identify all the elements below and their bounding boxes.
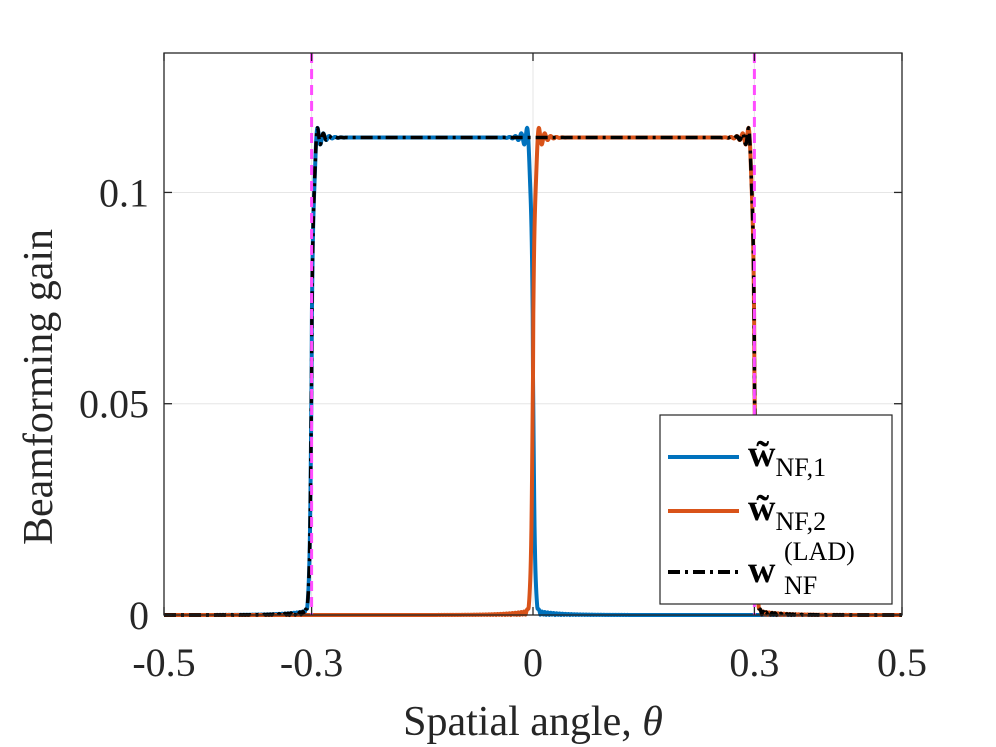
y-tick-label: 0 [129, 593, 149, 638]
x-tick-label: -0.3 [280, 640, 343, 685]
y-axis-title: Beamforming gain [16, 229, 62, 545]
legend-sup-lad: (LAD) [784, 537, 855, 566]
x-tick-label: 0 [523, 640, 543, 685]
x-tick-label: -0.5 [132, 640, 195, 685]
legend-label-w-nf-lad: w [748, 549, 776, 591]
x-tick-label: 0.5 [877, 640, 927, 685]
x-axis-symbol: θ [642, 699, 663, 745]
axis-ticks: -0.5 -0.3 0 0.3 0.5 0 0.05 0.1 [79, 53, 927, 685]
series-line-w-nf-lad [162, 126, 904, 617]
x-axis-title: Spatial angle, θ [403, 699, 663, 745]
y-tick-label: 0.1 [99, 170, 149, 215]
legend: w̃NF,1 w̃NF,2 w NF (LAD) [659, 414, 893, 605]
x-tick-label: 0.3 [729, 640, 779, 685]
legend-sub-nf-lad: NF [784, 571, 817, 600]
legend-label-w-nf1: w̃NF,1 [748, 433, 826, 482]
y-tick-label: 0.05 [79, 382, 149, 427]
legend-label-w-nf2: w̃NF,2 [748, 487, 826, 536]
